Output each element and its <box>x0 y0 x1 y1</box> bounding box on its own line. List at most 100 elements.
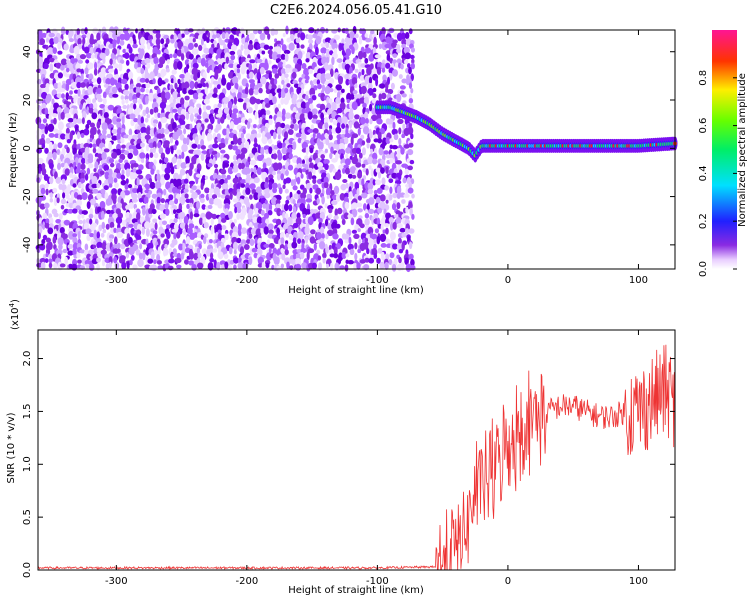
spectrogram-cell <box>261 154 265 159</box>
spectrogram-cell <box>179 196 186 206</box>
spectrogram-cell <box>280 53 286 61</box>
spectrogram-cell <box>66 139 72 144</box>
spectrogram-cell <box>410 258 415 267</box>
spectrogram-cell <box>325 138 330 146</box>
spectrogram-x-axis-label: Height of straight line (km) <box>288 285 424 296</box>
spectrogram-cell <box>333 185 340 195</box>
spectrogram-cell <box>393 257 398 266</box>
spectrogram-cell <box>235 201 242 209</box>
spectrogram-cell <box>350 136 354 146</box>
spectrogram-cell <box>392 69 398 77</box>
spectrogram-cell <box>268 72 272 80</box>
spectrogram-cell <box>331 56 335 66</box>
spectrogram-cell <box>164 53 171 61</box>
spectrogram-cell <box>187 227 193 235</box>
spectrogram-cell <box>379 194 386 202</box>
spectrogram-cell <box>265 262 270 269</box>
spectrogram-cell <box>329 117 334 123</box>
spectrogram-cell <box>72 236 78 244</box>
spectrogram-cell <box>136 212 141 221</box>
spectrogram-cell <box>322 252 327 259</box>
spectrogram-cell <box>193 213 200 218</box>
spectrogram-cell <box>233 37 240 47</box>
spectrogram-cell <box>53 82 59 89</box>
spectrogram-cell <box>116 121 122 129</box>
spectrogram-cell <box>400 32 406 40</box>
spectrogram-cell <box>86 201 91 210</box>
spectrogram-cell <box>163 157 169 163</box>
spectrogram-cell <box>297 244 303 249</box>
spectrogram-cell <box>84 243 89 251</box>
spectrogram-cell <box>118 158 123 163</box>
spectrogram-cell <box>182 242 186 252</box>
spectrogram-cell <box>292 157 298 164</box>
spectrogram-cell <box>61 178 66 185</box>
spectrogram-cell <box>318 217 323 224</box>
spectrogram-cell <box>277 61 284 69</box>
spectrogram-cell <box>344 59 351 65</box>
spectrogram-cell <box>197 79 201 84</box>
spectrogram-cell <box>88 213 94 219</box>
spectrogram-cell <box>408 142 414 148</box>
spectrogram-cell <box>68 230 75 240</box>
spectrogram-cell <box>160 233 165 238</box>
spectrogram-cell <box>197 71 201 79</box>
spectrogram-cell <box>320 47 327 54</box>
spectrogram-cell <box>371 98 377 104</box>
spectrogram-cell <box>376 187 383 194</box>
spectrogram-cell <box>133 148 139 156</box>
spectrogram-cell <box>181 143 188 153</box>
spectrogram-cell <box>159 56 166 65</box>
spectrogram-cell <box>330 146 334 155</box>
spectrogram-cell <box>86 32 91 40</box>
spectrogram-cell <box>341 116 348 125</box>
spectrogram-cell <box>81 192 88 201</box>
spectrogram-cell <box>41 32 47 38</box>
spectrogram-cell <box>355 162 362 168</box>
spectrogram-cell <box>166 59 170 65</box>
spectrogram-cell <box>84 67 89 75</box>
spectrogram-cell <box>252 124 257 129</box>
spectrogram-cell <box>38 225 43 235</box>
spectrogram-cell <box>280 68 286 76</box>
spectrogram-cell <box>200 38 204 46</box>
spectrogram-cell <box>74 38 79 45</box>
spectrogram-cell <box>56 249 63 256</box>
spectrogram-cell <box>233 249 237 255</box>
spectrogram-cell <box>270 77 275 87</box>
spectrogram-cell <box>99 104 106 109</box>
spectrogram-cell <box>286 261 290 270</box>
spectrogram-cell <box>245 133 252 140</box>
spectrogram-cell <box>100 210 105 220</box>
spectrogram-cell <box>52 187 58 194</box>
spectrogram-cell <box>224 188 230 197</box>
spectrogram-cell <box>135 169 143 175</box>
spectrogram-cell <box>198 44 203 52</box>
spectrogram-cell <box>348 37 353 45</box>
spectrogram-cell <box>240 142 245 149</box>
spectrogram-cell <box>184 95 190 101</box>
spectrogram-cell <box>42 118 48 124</box>
spectrogram-cell <box>396 48 402 54</box>
spectrogram-cell <box>100 134 107 141</box>
spectrogram-cell <box>153 119 159 125</box>
spectrogram-cell <box>352 90 358 95</box>
spectrogram-cell <box>287 164 294 171</box>
spectrogram-cell <box>162 220 167 226</box>
spectrogram-cell <box>99 200 106 210</box>
spectrogram-cell <box>361 192 368 199</box>
spectrogram-cell <box>182 137 187 145</box>
spectrogram-cell <box>183 178 189 184</box>
spectrogram-cell <box>268 181 273 191</box>
spectrogram-cell <box>281 79 285 85</box>
spectrogram-cell <box>312 168 316 175</box>
spectrogram-cell <box>265 103 271 108</box>
spectrogram-cell <box>408 241 413 250</box>
spectrogram-cell <box>368 54 375 62</box>
spectrogram-cell <box>49 176 54 185</box>
spectrogram-cell <box>236 182 241 191</box>
spectrogram-cell <box>361 68 365 76</box>
spectrogram-cell <box>85 59 90 64</box>
spectrogram-cell <box>170 146 174 155</box>
spectrogram-cell <box>259 67 265 75</box>
